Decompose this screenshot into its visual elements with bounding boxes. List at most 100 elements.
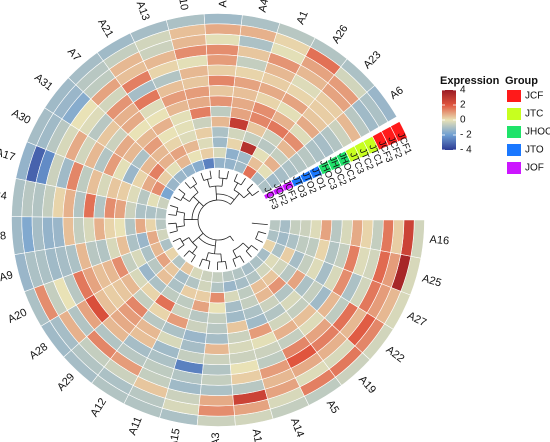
gene-label-A21: A21 xyxy=(95,17,115,40)
gene-label-A12: A12 xyxy=(88,396,109,419)
dendrogram-branch xyxy=(258,231,267,235)
dendrogram-arc xyxy=(188,237,198,248)
group-label-JCF: JCF xyxy=(525,91,543,102)
dendrogram-branch xyxy=(243,192,251,199)
dendrogram-branch xyxy=(168,214,177,216)
heatmap-cell-A3-JOF3 xyxy=(211,271,224,283)
dendrogram-arc xyxy=(234,180,242,186)
dendrogram-branch xyxy=(198,232,204,238)
group-swatch-JOF xyxy=(507,162,521,174)
heatmap-cell-A30-JOF3 xyxy=(159,185,175,201)
dendrogram-branch xyxy=(252,190,260,197)
dendrogram-branch xyxy=(207,179,210,188)
heatmap-cell-A2-JHOC1 xyxy=(207,75,236,87)
gene-label-A9: A9 xyxy=(0,269,14,284)
dendrogram-branch xyxy=(230,199,235,205)
heatmap-cell-A24-JOF3 xyxy=(155,207,168,220)
group-label-JOF: JOF xyxy=(525,163,544,174)
group-label-JTC: JTC xyxy=(525,109,543,120)
dendrogram-branch xyxy=(193,185,199,193)
heatmap-cell-A2-JCF1 xyxy=(203,13,243,26)
dendrogram-arc xyxy=(217,260,226,263)
dendrogram-branch xyxy=(184,182,191,189)
heatmap-cell-A13-JOF3 xyxy=(191,159,206,174)
heatmap-cell-A3-JCF3 xyxy=(198,394,235,407)
group-swatch-JCF xyxy=(507,90,521,102)
gene-label-A3: A3 xyxy=(210,432,222,442)
group-swatch-JTC xyxy=(507,108,521,120)
gene-label-A7: A7 xyxy=(65,46,83,64)
dendrogram-arc xyxy=(219,177,227,180)
heatmap-cell-A11-JOF3 xyxy=(189,265,204,281)
dendrogram-branch xyxy=(200,172,205,181)
heatmap-cell-A2-JOF2 xyxy=(212,147,227,159)
dendrogram-branch xyxy=(176,211,185,214)
gene-label-A17: A17 xyxy=(0,147,16,164)
gene-label-A24: A24 xyxy=(0,189,7,203)
dendrogram xyxy=(168,170,268,271)
expression-tick-label: - 4 xyxy=(460,145,472,156)
dendrogram-arc xyxy=(175,223,178,231)
heatmap-cell-A24-JOF2 xyxy=(145,205,158,220)
gene-label-A29: A29 xyxy=(55,371,77,393)
heatmap-cell-A17-JOF3 xyxy=(156,196,171,210)
heatmap-cell-A24-JOF1 xyxy=(134,202,148,220)
dendrogram-branch xyxy=(193,196,200,203)
dendrogram-branch xyxy=(198,201,204,207)
heatmap-cell-A3-JOF1 xyxy=(209,291,226,304)
gene-label-A14: A14 xyxy=(288,416,306,439)
heatmap-cell-A2-JCF2 xyxy=(204,23,242,36)
gene-label-A13: A13 xyxy=(134,0,152,22)
dendrogram-branch xyxy=(199,258,203,267)
dendrogram-branch xyxy=(209,170,212,179)
gene-label-A11: A11 xyxy=(127,415,145,437)
dendrogram-branch xyxy=(233,193,240,200)
heatmap-cell-A8-JTO2 xyxy=(114,217,127,238)
heatmap-cell-A2-JOF1 xyxy=(212,136,229,149)
heatmap-cell-A16-JOF3 xyxy=(268,219,281,232)
gene-label-A10: A10 xyxy=(175,0,190,11)
dendrogram-branch xyxy=(181,237,190,242)
dendrogram-branch xyxy=(192,176,198,185)
heatmap-cell-A16-JTO3 xyxy=(299,219,312,238)
dendrogram-branch xyxy=(245,250,252,258)
heatmap-cell-A10-JOF3 xyxy=(202,157,215,171)
dendrogram-branch xyxy=(240,178,246,186)
dendrogram-arc xyxy=(208,252,221,255)
heatmap-cell-A16-JOF2 xyxy=(278,219,291,234)
dendrogram-branch xyxy=(205,252,209,261)
heatmap-cell-A3-JCF1 xyxy=(196,414,236,427)
heatmap-cell-A27-JOF3 xyxy=(261,238,277,254)
heatmap-cell-A9-JOF3 xyxy=(156,228,170,243)
heatmap-cell-A16-JOF1 xyxy=(289,219,302,236)
expression-legend: Expression 4 2 0 - 2 - 4 xyxy=(440,75,500,156)
heatmap-cell-A31-JOF3 xyxy=(165,176,181,193)
gene-label-A2: A2 xyxy=(217,0,229,8)
heatmap-cell-A14-JOF3 xyxy=(231,266,246,281)
heatmap-cell-A2-JHOC3 xyxy=(209,95,233,108)
heatmap-cell-A3-JTC1 xyxy=(199,384,234,396)
dendrogram-branch xyxy=(214,245,216,254)
gene-label-A23: A23 xyxy=(361,49,383,71)
dendrogram-branch xyxy=(207,261,211,270)
dendrogram-branch xyxy=(169,230,178,234)
dendrogram-branch xyxy=(233,173,238,182)
dendrogram-branch xyxy=(192,236,199,243)
gene-label-A27: A27 xyxy=(405,310,428,329)
heatmap-cell-A2-JTO3 xyxy=(211,126,230,139)
dendrogram-arc xyxy=(191,201,200,220)
heatmap-cell-A2-JOF3 xyxy=(213,157,226,169)
dendrogram-branch xyxy=(255,238,263,243)
dendrogram-branch xyxy=(242,242,250,249)
heatmap-cell-A3-JTO3 xyxy=(208,302,227,314)
expression-tick-label: 2 xyxy=(460,100,466,111)
gene-label-A1: A1 xyxy=(295,9,311,26)
heatmap-cell-A2-JTO1 xyxy=(209,105,232,118)
dendrogram-arc xyxy=(198,236,216,247)
gene-label-A18: A18 xyxy=(250,428,265,442)
heatmap-cell-A3-JOF2 xyxy=(210,281,225,293)
heatmap-cell-A2-JTC3 xyxy=(207,64,237,77)
dendrogram-branch xyxy=(246,183,254,191)
dendrogram-branch xyxy=(183,250,190,257)
heatmap-cell-A12-JOF3 xyxy=(179,260,195,276)
